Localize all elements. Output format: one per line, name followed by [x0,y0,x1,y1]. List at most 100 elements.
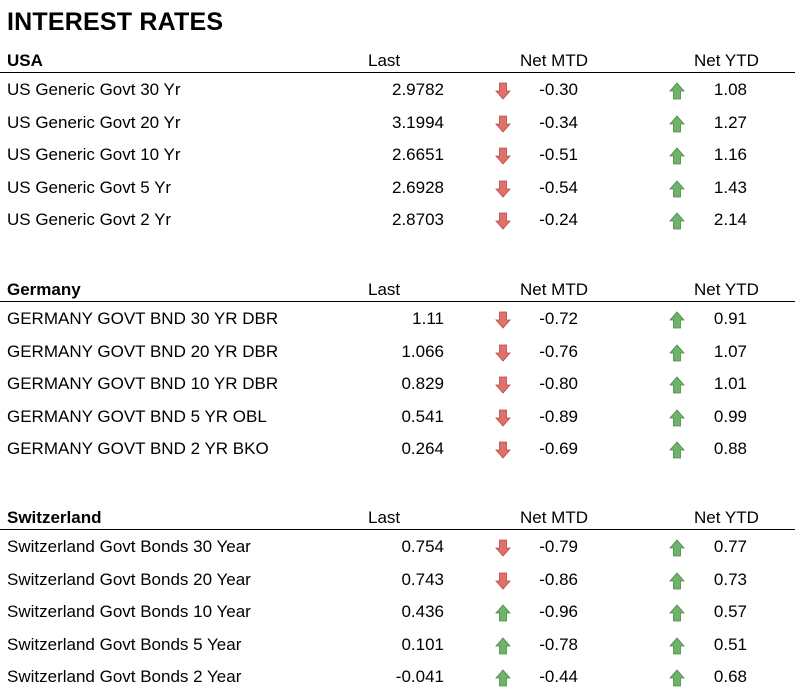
table-row: US Generic Govt 30 Yr 2.9782 -0.30 1.08 [0,73,795,106]
net-ytd-value: 1.16 [713,145,747,165]
instrument-name: US Generic Govt 2 Yr [7,210,172,230]
table-row: GERMANY GOVT BND 20 YR DBR 1.066 -0.76 1.07 [0,335,795,368]
net-ytd-value: 1.43 [713,177,747,197]
table-row: GERMANY GOVT BND 30 YR DBR 1.11 -0.72 0.91 [0,302,795,335]
column-header-net-mtd: Net MTD [520,280,588,299]
net-mtd-value: -0.34 [539,112,578,132]
arrow-down-icon [495,376,511,394]
net-mtd-value: -0.86 [539,569,578,589]
net-mtd-value: -0.44 [539,667,578,687]
last-value: 1.066 [401,341,444,361]
column-header-net-mtd: Net MTD [520,51,588,70]
section-name: USA [7,51,43,70]
column-header-net-mtd: Net MTD [520,508,588,527]
arrow-down-icon [495,115,511,133]
table-row: Switzerland Govt Bonds 5 Year 0.101 -0.78 0… [0,628,795,661]
arrow-up-icon [495,637,511,655]
arrow-up-icon [669,539,685,557]
last-value: 0.829 [401,374,444,394]
instrument-name: Switzerland Govt Bonds 30 Year [7,537,251,556]
arrow-down-icon [495,409,511,427]
net-mtd-value: -0.89 [539,406,578,426]
net-ytd-value: 1.27 [713,112,747,132]
last-value: 0.754 [401,537,444,556]
page-title: INTEREST RATES [7,8,224,36]
arrow-down-icon [495,311,511,329]
instrument-name: GERMANY GOVT BND 30 YR DBR [7,309,279,328]
table-row: Switzerland Govt Bonds 10 Year 0.436 -0.96… [0,595,795,628]
table-row: GERMANY GOVT BND 2 YR BKO 0.264 -0.69 0.88 [0,432,795,465]
arrow-up-icon [495,669,511,687]
arrow-down-icon [495,212,511,230]
section-germany: Germany Last Net MTD Net YTD GERMANY GOVT BN… [0,277,795,465]
table-row: US Generic Govt 5 Yr 2.6928 -0.54 1.43 [0,171,795,204]
net-ytd-value: 2.14 [713,210,747,230]
last-value: 0.743 [401,569,444,589]
last-value: 0.101 [401,634,444,654]
column-header-net-ytd: Net YTD [694,508,759,527]
net-mtd-value: -0.79 [539,537,578,556]
last-value: -0.041 [395,667,444,687]
net-mtd-value: -0.54 [539,177,578,197]
last-value: 2.6928 [392,177,444,197]
arrow-up-icon [669,212,685,230]
arrow-down-icon [495,344,511,362]
net-ytd-value: 0.88 [713,439,747,459]
instrument-name: Switzerland Govt Bonds 5 Year [7,634,242,654]
arrow-up-icon [669,409,685,427]
table-row: Switzerland Govt Bonds 20 Year 0.743 -0.86… [0,563,795,596]
last-value: 3.1994 [392,112,444,132]
net-ytd-value: 1.08 [713,80,747,99]
instrument-name: GERMANY GOVT BND 10 YR DBR [7,374,279,394]
net-ytd-value: 0.99 [713,406,747,426]
section-switzerland: Switzerland Last Net MTD Net YTD Switzerland… [0,505,795,693]
net-ytd-value: 1.07 [713,341,747,361]
section-usa: USA Last Net MTD Net YTD US Generic Govt 30 … [0,48,795,236]
column-header-last: Last [368,280,401,299]
table-row: US Generic Govt 20 Yr 3.1994 -0.34 1.27 [0,106,795,139]
last-value: 1.11 [412,309,444,328]
instrument-name: US Generic Govt 5 Yr [7,177,172,197]
table-row: GERMANY GOVT BND 10 YR DBR 0.829 -0.80 1.01 [0,367,795,400]
net-mtd-value: -0.69 [539,439,578,459]
arrow-down-icon [495,539,511,557]
column-header-net-ytd: Net YTD [694,51,759,70]
net-ytd-value: 0.73 [713,569,747,589]
arrow-up-icon [669,376,685,394]
last-value: 2.9782 [392,80,444,99]
section-header: Switzerland Last Net MTD Net YTD [0,505,795,530]
net-mtd-value: -0.78 [539,634,578,654]
table-row: Switzerland Govt Bonds 30 Year 0.754 -0.79… [0,530,795,563]
instrument-name: US Generic Govt 20 Yr [7,112,181,132]
section-name: Germany [7,280,81,299]
column-header-last: Last [368,508,401,527]
column-header-last: Last [368,51,401,70]
arrow-down-icon [495,441,511,459]
net-ytd-value: 0.77 [713,537,747,556]
last-value: 0.541 [401,406,444,426]
last-value: 0.264 [401,439,444,459]
arrow-down-icon [495,82,511,100]
instrument-name: GERMANY GOVT BND 2 YR BKO [7,439,269,459]
net-mtd-value: -0.72 [539,309,578,328]
net-ytd-value: 0.51 [713,634,747,654]
instrument-name: Switzerland Govt Bonds 20 Year [7,569,251,589]
net-ytd-value: 1.01 [713,374,747,394]
table-row: Switzerland Govt Bonds 2 Year -0.041 -0.44… [0,660,795,693]
table-row: US Generic Govt 2 Yr 2.8703 -0.24 2.14 [0,203,795,236]
net-ytd-value: 0.91 [713,309,747,328]
arrow-up-icon [669,114,685,133]
net-ytd-value: 0.68 [713,667,747,687]
net-mtd-value: -0.24 [539,210,578,230]
section-name: Switzerland [7,508,102,527]
arrow-up-icon [669,571,685,590]
arrow-down-icon [495,572,511,590]
arrow-up-icon [669,604,685,622]
instrument-name: Switzerland Govt Bonds 10 Year [7,602,251,622]
arrow-up-icon [669,637,685,655]
arrow-up-icon [669,82,685,100]
column-header-net-ytd: Net YTD [694,280,759,299]
arrow-up-icon [669,441,685,459]
arrow-up-icon [669,311,685,329]
